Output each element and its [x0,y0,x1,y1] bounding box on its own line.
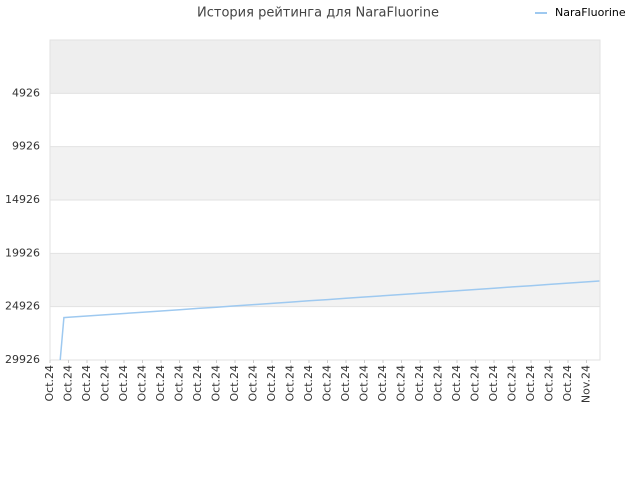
plot-band [50,200,600,254]
y-tick-label: 4926 [12,86,40,99]
x-tick-label: Oct.24 [80,365,93,402]
x-tick-label: Oct.24 [283,365,296,402]
x-tick-label: Oct.24 [302,365,315,402]
y-tick-label: 24926 [5,300,40,313]
plot-band [50,93,600,147]
x-tick-label: Oct.24 [468,365,481,402]
x-tick-label: Oct.24 [117,365,130,402]
x-tick-label: Oct.24 [61,365,74,402]
y-tick-label: 9926 [12,140,40,153]
x-tick-label: Oct.24 [228,365,241,402]
x-tick-label: Oct.24 [487,365,500,402]
x-tick-label: Oct.24 [561,365,574,402]
x-tick-label: Oct.24 [413,365,426,402]
x-tick-label: Oct.24 [505,365,518,402]
x-tick-label: Oct.24 [209,365,222,402]
x-tick-label: Oct.24 [450,365,463,402]
x-tick-label: Oct.24 [357,365,370,402]
y-tick-label: 19926 [5,246,40,259]
chart-title: История рейтинга для NaraFluorine [197,6,439,21]
rating-line [59,280,600,361]
plot-band [50,40,600,94]
x-tick-label: Oct.24 [172,365,185,402]
x-tick-label: Nov.24 [579,365,592,403]
x-tick-label: Oct.24 [135,365,148,402]
x-tick-label: Oct.24 [265,365,278,402]
plot-band [50,306,600,360]
x-tick-label: Oct.24 [542,365,555,402]
x-tick-label: Oct.24 [339,365,352,402]
plot-band [50,253,600,307]
y-tick-label: 14926 [5,193,40,206]
plot-band [50,146,600,200]
legend-label: NaraFluorine [555,6,626,19]
x-tick-label: Oct.24 [320,365,333,402]
x-tick-label: Oct.24 [154,365,167,402]
x-tick-label: Oct.24 [43,365,56,402]
x-tick-label: Oct.24 [431,365,444,402]
y-tick-label: 29926 [5,353,40,366]
x-tick-label: Oct.24 [376,365,389,402]
x-tick-label: Oct.24 [524,365,537,402]
x-tick-label: Oct.24 [98,365,111,402]
x-tick-label: Oct.24 [394,365,407,402]
x-tick-label: Oct.24 [246,365,259,402]
x-tick-label: Oct.24 [191,365,204,402]
